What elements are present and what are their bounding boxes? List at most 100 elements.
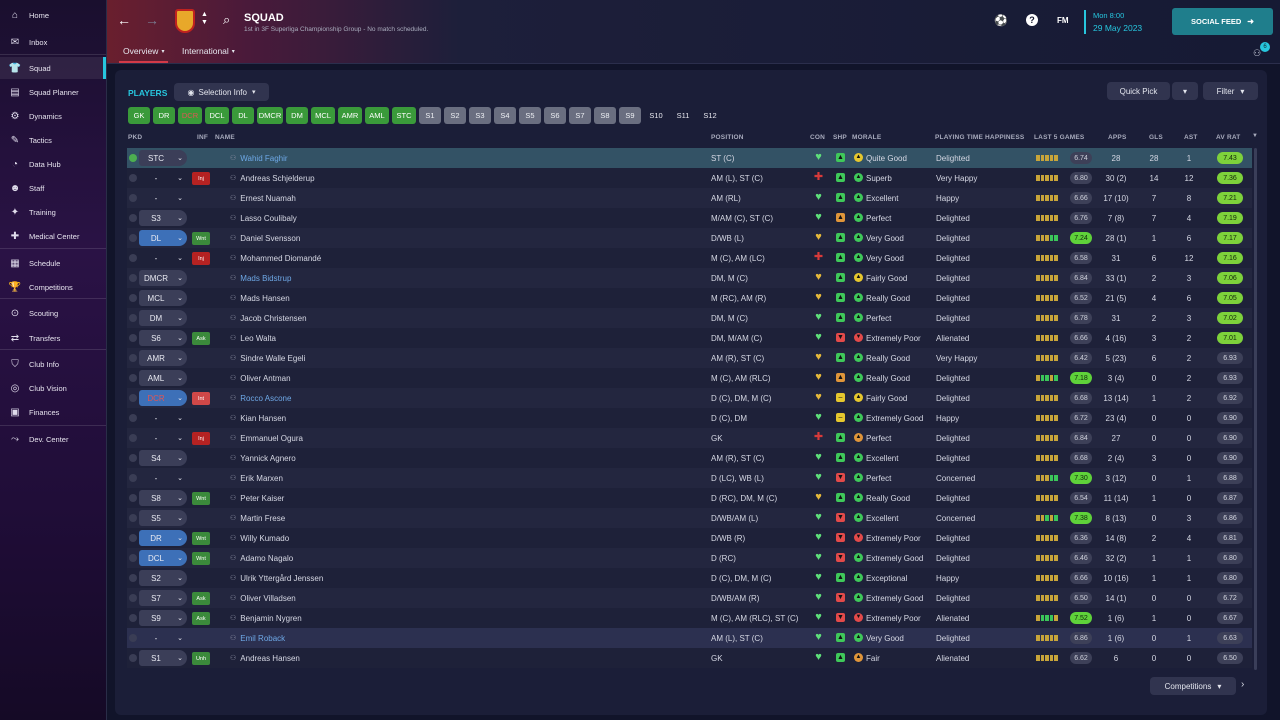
- pkd-selector[interactable]: MCL ⌄: [139, 290, 187, 306]
- position-chip[interactable]: DMCR: [257, 107, 283, 124]
- status-dot[interactable]: [129, 594, 137, 602]
- sidebar-item-squad[interactable]: 👕 Squad: [0, 57, 106, 79]
- inf-badge[interactable]: Ask: [192, 612, 210, 625]
- position-chip[interactable]: DM: [286, 107, 308, 124]
- col-pkd[interactable]: PKD: [128, 134, 143, 141]
- table-row[interactable]: AMR ⌄ ⚇ Sindre Walle Egeli AM (R), ST (C) ♥ ▲ ▲…: [127, 348, 1252, 368]
- status-dot[interactable]: [129, 334, 137, 342]
- sidebar-item-club-info[interactable]: ⛉ Club Info: [0, 353, 104, 375]
- sort-desc-icon[interactable]: ▼: [1252, 133, 1258, 139]
- player-name[interactable]: ⚇ Emmanuel Ogura: [230, 428, 303, 448]
- player-name[interactable]: ⚇ Mads Bidstrup: [230, 268, 291, 288]
- sidebar-item-scouting[interactable]: ⊙ Scouting: [0, 302, 104, 324]
- player-name[interactable]: ⚇ Oliver Villadsen: [230, 588, 296, 608]
- status-dot[interactable]: [129, 554, 137, 562]
- status-dot[interactable]: [129, 574, 137, 582]
- table-row[interactable]: DM ⌄ ⚇ Jacob Christensen DM, M (C) ♥ ▲ ▲ Perfect…: [127, 308, 1252, 328]
- status-dot[interactable]: [129, 654, 137, 662]
- sidebar-item-dev-center[interactable]: ⤳ Dev. Center: [0, 428, 104, 450]
- position-chip[interactable]: S12: [703, 111, 717, 120]
- position-chip[interactable]: S1: [419, 107, 441, 124]
- people-icon[interactable]: ⚇: [1253, 48, 1262, 58]
- player-name[interactable]: ⚇ Oliver Antman: [230, 368, 291, 388]
- col-name[interactable]: NAME: [215, 134, 235, 141]
- pkd-selector[interactable]: DL ⌄: [139, 230, 187, 246]
- status-dot[interactable]: [129, 454, 137, 462]
- inf-badge[interactable]: Ask: [192, 592, 210, 605]
- inf-badge[interactable]: Inj: [192, 252, 210, 265]
- table-row[interactable]: DR ⌄ Wnt ⚇ Willy Kumado D/WB (R) ♥ ▼ ▼ Extremely …: [127, 528, 1252, 548]
- inf-badge[interactable]: Inj: [192, 172, 210, 185]
- sidebar-item-schedule[interactable]: ▦ Schedule: [0, 252, 104, 274]
- sidebar-item-club-vision[interactable]: ◎ Club Vision: [0, 377, 104, 399]
- table-row[interactable]: S6 ⌄ Ask ⚇ Leo Walta DM, M/AM (C) ♥ ▼ ▼ Extremely…: [127, 328, 1252, 348]
- player-name[interactable]: ⚇ Lasso Coulibaly: [230, 208, 297, 228]
- fm-label[interactable]: FM: [1057, 16, 1069, 25]
- table-row[interactable]: S5 ⌄ ⚇ Martin Frese D/WB/AM (L) ♥ ▼ ▲ Excellent C…: [127, 508, 1252, 528]
- inf-badge[interactable]: Wnt: [192, 532, 210, 545]
- position-chip[interactable]: S2: [444, 107, 466, 124]
- table-row[interactable]: S1 ⌄ Unh ⚇ Andreas Hansen GK ♥ ▲ ▲ Fair Alienated 6…: [127, 648, 1252, 668]
- table-row[interactable]: DMCR ⌄ ⚇ Mads Bidstrup DM, M (C) ♥ ▲ ▲ Fairly Go…: [127, 268, 1252, 288]
- table-row[interactable]: S2 ⌄ ⚇ Ulrik Yttergård Jenssen D (C), DM, M …: [127, 568, 1252, 588]
- pkd-selector[interactable]: S1 ⌄: [139, 650, 187, 666]
- filter-dropdown[interactable]: Filter ▾: [1203, 82, 1258, 100]
- position-chip[interactable]: S4: [494, 107, 516, 124]
- pkd-selector[interactable]: S9 ⌄: [139, 610, 187, 626]
- pkd-selector[interactable]: S2 ⌄: [139, 570, 187, 586]
- competitions-dropdown[interactable]: Competitions ▾: [1150, 677, 1236, 695]
- col-avrat[interactable]: AV RAT: [1216, 134, 1241, 141]
- pkd-selector[interactable]: DMCR ⌄: [139, 270, 187, 286]
- sidebar-item-inbox[interactable]: ✉ Inbox: [0, 31, 104, 53]
- player-name[interactable]: ⚇ Ernest Nuamah: [230, 188, 296, 208]
- col-pth[interactable]: PLAYING TIME HAPPINESS: [935, 134, 1025, 141]
- player-name[interactable]: ⚇ Andreas Schjelderup: [230, 168, 315, 188]
- tab-overview[interactable]: Overview ▾: [118, 46, 169, 63]
- table-row[interactable]: S4 ⌄ ⚇ Yannick Agnero AM (R), ST (C) ♥ ▲ ▲ Excel…: [127, 448, 1252, 468]
- col-inf[interactable]: INF: [197, 134, 209, 141]
- chevron-right-icon[interactable]: ›: [1241, 679, 1245, 690]
- status-dot[interactable]: [129, 214, 137, 222]
- sidebar-item-tactics[interactable]: ✎ Tactics: [0, 129, 104, 151]
- player-name[interactable]: ⚇ Emil Roback: [230, 628, 285, 648]
- player-name[interactable]: ⚇ Leo Walta: [230, 328, 276, 348]
- sidebar-item-home[interactable]: ⌂ Home: [0, 4, 104, 26]
- position-chip[interactable]: S8: [594, 107, 616, 124]
- position-chip[interactable]: S10: [649, 111, 663, 120]
- tab-international[interactable]: International ▾: [182, 46, 235, 56]
- sidebar-item-transfers[interactable]: ⇄ Transfers: [0, 327, 104, 349]
- status-dot[interactable]: [129, 274, 137, 282]
- notification-badge[interactable]: 6: [1260, 42, 1270, 52]
- table-row[interactable]: S9 ⌄ Ask ⚇ Benjamin Nygren M (C), AM (RLC), S…: [127, 608, 1252, 628]
- player-name[interactable]: ⚇ Daniel Svensson: [230, 228, 300, 248]
- selection-info-dropdown[interactable]: ◉ Selection Info ▾: [174, 83, 269, 101]
- football-icon[interactable]: ⚽: [994, 15, 1008, 27]
- table-scrollbar[interactable]: [1254, 148, 1257, 670]
- player-name[interactable]: ⚇ Willy Kumado: [230, 528, 289, 548]
- table-row[interactable]: - ⌄ Inj ⚇ Emmanuel Ogura GK ✚ ▲ ▲ Perfect Delighte…: [127, 428, 1252, 448]
- pkd-selector[interactable]: S5 ⌄: [139, 510, 187, 526]
- table-row[interactable]: - ⌄ ⚇ Emil Roback AM (L), ST (C) ♥ ▲ ▲ Very Good…: [127, 628, 1252, 648]
- check-icon[interactable]: [129, 154, 137, 162]
- player-name[interactable]: ⚇ Andreas Hansen: [230, 648, 300, 668]
- sidebar-item-finances[interactable]: ▣ Finances: [0, 401, 104, 423]
- status-dot[interactable]: [129, 614, 137, 622]
- pkd-selector[interactable]: AMR ⌄: [139, 350, 187, 366]
- table-row[interactable]: - ⌄ Inj ⚇ Andreas Schjelderup AM (L), ST (C) ✚…: [127, 168, 1252, 188]
- status-dot[interactable]: [129, 494, 137, 502]
- pkd-selector[interactable]: - ⌄: [139, 190, 187, 206]
- sidebar-item-data-hub[interactable]: ◔ Data Hub: [0, 153, 104, 175]
- position-chip[interactable]: S9: [619, 107, 641, 124]
- pkd-selector[interactable]: S6 ⌄: [139, 330, 187, 346]
- table-row[interactable]: - ⌄ ⚇ Ernest Nuamah AM (RL) ♥ ▲ ▲ Excellent Happy…: [127, 188, 1252, 208]
- search-icon[interactable]: ⌕: [223, 12, 231, 27]
- forward-icon[interactable]: →: [145, 12, 159, 28]
- player-name[interactable]: ⚇ Martin Frese: [230, 508, 285, 528]
- status-dot[interactable]: [129, 414, 137, 422]
- col-shp[interactable]: SHP: [833, 134, 847, 141]
- help-icon[interactable]: ?: [1026, 14, 1038, 26]
- player-name[interactable]: ⚇ Adamo Nagalo: [230, 548, 293, 568]
- pkd-selector[interactable]: - ⌄: [139, 470, 187, 486]
- quick-pick-button[interactable]: Quick Pick: [1107, 82, 1170, 100]
- col-ast[interactable]: AST: [1184, 134, 1198, 141]
